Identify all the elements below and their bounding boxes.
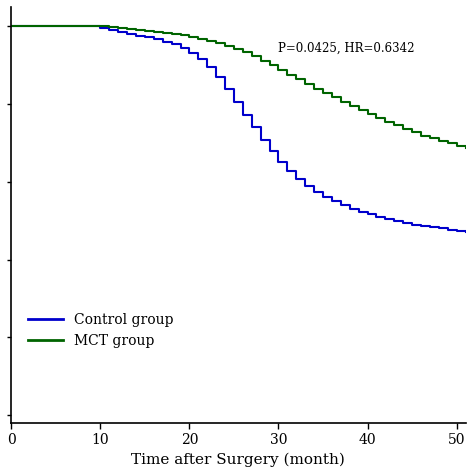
X-axis label: Time after Surgery (month): Time after Surgery (month) — [131, 453, 346, 467]
Legend: Control group, MCT group: Control group, MCT group — [23, 307, 179, 354]
Text: P=0.0425, HR=0.6342: P=0.0425, HR=0.6342 — [279, 42, 415, 55]
